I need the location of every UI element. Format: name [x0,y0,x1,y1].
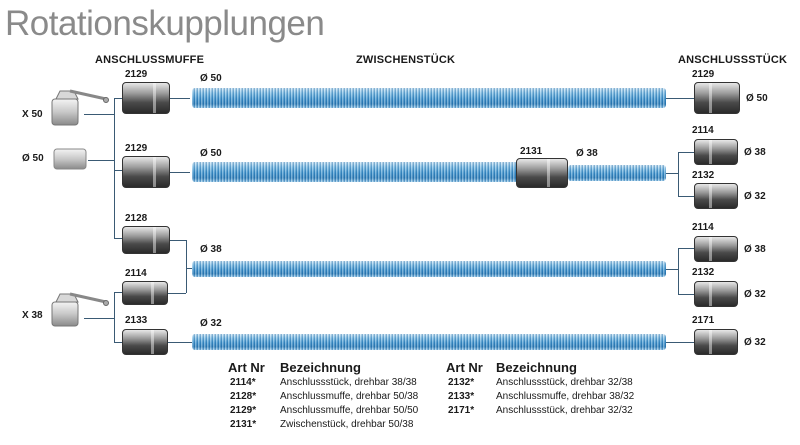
table-left-desc: Anschlussstück, drehbar 38/38 [280,377,417,388]
right-dia-a: Ø 50 [746,93,768,104]
fitting-2114-right-1 [694,139,738,165]
connector-line [678,248,679,294]
fitting-2129-r1 [122,82,170,114]
table-right-art: 2171* [448,405,475,416]
table-left-art: 2129* [230,405,257,416]
right-code-a: 2129 [692,69,715,80]
right-code-f: 2171 [692,315,715,326]
pipe-d50-icon [53,148,87,170]
table-left-art: 2128* [230,391,257,402]
nozzle-x50-icon [51,89,109,126]
left-code-r1: 2129 [125,69,148,80]
right-code-b: 2114 [692,125,714,136]
connector-line [114,238,122,239]
right-dia-f: Ø 32 [744,337,766,348]
connector-line [678,152,679,196]
hose-32-row5 [192,334,666,350]
hose-38-row2 [568,165,666,181]
page-title: Rotationskupplungen [5,4,325,43]
right-dia-d: Ø 38 [744,244,766,255]
connector-line [170,172,190,173]
input-x50-label: X 50 [22,109,43,120]
header-anschlussstueck: ANSCHLUSSSTÜCK [678,54,788,66]
table-right-desc: Anschlussstück, drehbar 32/38 [496,377,633,388]
right-code-c: 2132 [692,170,715,181]
table-right-header-desc: Bezeichnung [496,360,577,375]
table-right-header-art: Art Nr [446,360,483,375]
connector-line [186,240,187,293]
connector-line [88,160,114,161]
hose-r2-dia: Ø 50 [200,148,222,159]
connector-line [170,98,190,99]
input-x38-label: X 38 [22,310,43,321]
connector-line [168,293,186,294]
table-left-art: 2114* [230,377,256,388]
nozzle-x38-icon [51,292,109,327]
right-dia-c: Ø 32 [744,191,766,202]
hose-r3-dia: Ø 38 [200,244,222,255]
right-code-e: 2132 [692,267,715,278]
right-dia-b: Ø 38 [744,147,766,158]
connector-line [666,98,694,99]
connector-line [168,342,192,343]
table-right-desc: Anschlussstück, drehbar 32/32 [496,405,633,416]
fitting-2133 [122,329,168,355]
fitting-2114-right-2 [694,236,738,262]
fitting-2132-right-2 [694,281,738,307]
left-code-r4: 2114 [125,268,147,279]
connector-line [678,248,694,249]
table-left-art: 2131* [230,419,257,430]
table-left-desc: Anschlussmuffe, drehbar 50/50 [280,405,419,416]
hose-r1-dia: Ø 50 [200,73,222,84]
fitting-2132-right-1 [694,183,738,209]
table-right-art: 2133* [448,391,475,402]
left-code-r5: 2133 [125,315,148,326]
hose-50-row1 [192,88,666,108]
connector-line [114,98,115,238]
table-left-desc: Zwischenstück, drehbar 50/38 [280,419,414,430]
table-right-art: 2132* [448,377,475,388]
connector-line [666,269,678,270]
connector-line [114,292,122,293]
fitting-2114 [122,281,168,305]
connector-line [84,114,114,115]
left-code-r3: 2128 [125,213,148,224]
header-anschlussmuffe: ANSCHLUSSMUFFE [95,54,205,66]
fitting-2129-right [694,82,740,114]
hose-r2b-dia: Ø 38 [576,148,598,159]
fitting-2129-r2 [122,156,170,188]
connector-line [114,98,122,99]
table-left-header-art: Art Nr [228,360,265,375]
table-left-header-desc: Bezeichnung [280,360,361,375]
connector-line [678,294,694,295]
input-d50-label: Ø 50 [22,153,44,164]
connector-line [170,240,186,241]
right-code-d: 2114 [692,222,714,233]
connector-line [678,152,694,153]
connector-line [114,292,115,342]
connector-line [114,170,122,171]
connector-line [186,268,192,269]
hose-50-row2 [192,162,518,182]
mid-fitting-code: 2131 [520,146,543,157]
hose-r5-dia: Ø 32 [200,318,222,329]
fitting-2131 [516,158,568,188]
header-zwischenstueck: ZWISCHENSTÜCK [356,54,456,66]
table-right-desc: Anschlussmuffe, drehbar 38/32 [496,391,635,402]
fitting-2171-right [694,329,738,355]
connector-line [114,342,122,343]
left-code-r2: 2129 [125,143,148,154]
connector-line [678,196,694,197]
connector-line [666,173,678,174]
fitting-2128 [122,226,170,254]
connector-line [666,342,694,343]
connector-line [84,318,114,319]
right-dia-e: Ø 32 [744,289,766,300]
hose-38-row3 [192,261,666,277]
table-left-desc: Anschlussmuffe, drehbar 50/38 [280,391,419,402]
